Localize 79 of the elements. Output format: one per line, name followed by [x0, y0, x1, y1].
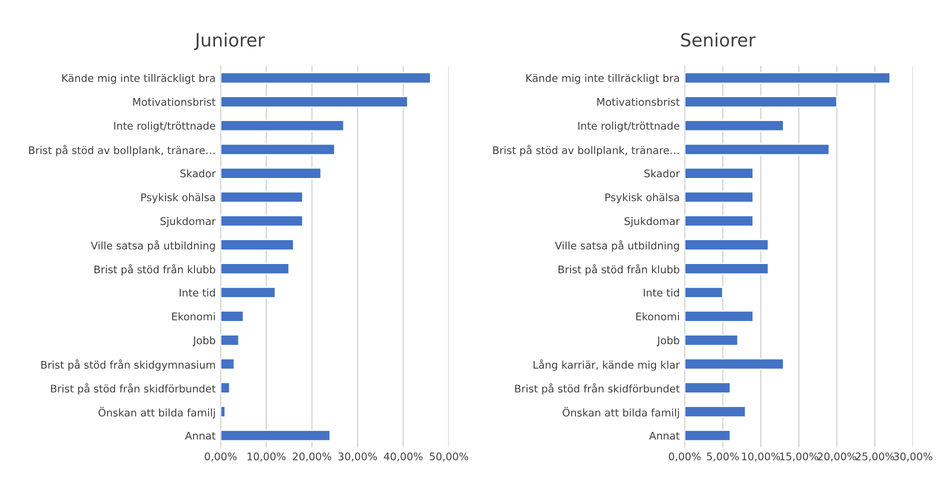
bar [684, 96, 838, 108]
bar [684, 72, 891, 84]
y-tick-label: Brist på stöd av bollplank, tränare… [493, 144, 679, 156]
bar [684, 429, 732, 442]
bar [684, 358, 784, 370]
y-tick-label: Ekonomi [172, 312, 215, 320]
bar [220, 72, 432, 84]
x-tick-label: 20,00% [818, 452, 856, 462]
bar [220, 429, 331, 442]
bar [220, 214, 304, 228]
y-tick-label: Jobb [656, 336, 680, 346]
y-tick-label: Kände mig inte tillräckligt bra [62, 74, 215, 84]
bar [220, 406, 226, 418]
y-tick-label: Motivationsbrist [133, 98, 216, 106]
x-tick-label: 30,00% [894, 452, 932, 462]
bar [220, 286, 276, 299]
y-tick-label: Brist på stöd från skidgymnasium [41, 359, 215, 371]
bar [684, 334, 739, 346]
y-tick-label: Ville satsa på utbildning [554, 240, 679, 252]
y-tick-label: Skador [644, 169, 680, 178]
bar [684, 143, 830, 156]
y-tick-label: Brist på stöd från klubb [558, 264, 680, 276]
bar [684, 286, 724, 299]
y-tick-label: Motivationsbrist [597, 98, 680, 106]
y-tick-label: Sjukdomar [624, 217, 680, 228]
bar [220, 120, 345, 132]
bar [684, 382, 732, 394]
bar [220, 238, 294, 251]
y-tick-label: Brist på stöd från klubb [94, 264, 216, 276]
y-tick-label: Psykisk ohälsa [605, 193, 679, 204]
bar [220, 143, 336, 156]
x-tick-label: 10,00% [248, 452, 286, 462]
y-tick-label: Psykisk ohälsa [141, 193, 215, 204]
bar [684, 167, 754, 180]
y-tick-label: Ekonomi [636, 312, 679, 320]
x-tick-label: 10,00% [742, 452, 780, 462]
y-tick-label: Önskan att bilda familj [562, 406, 679, 419]
x-tick-label: 15,00% [780, 452, 818, 462]
y-tick-label: Ville satsa på utbildning [90, 240, 215, 252]
bar [220, 96, 408, 108]
y-tick-label: Önskan att bilda familj [98, 406, 215, 419]
bar [220, 358, 236, 370]
x-tick-label: 25,00% [856, 452, 894, 462]
bar [220, 262, 290, 275]
y-tick-label: Inte roligt/tröttnade [114, 122, 216, 132]
y-tick-label: Inte tid [180, 288, 215, 297]
y-tick-label: Brist på stöd från skidförbundet [51, 383, 216, 395]
y-tick-label: Skador [180, 169, 216, 178]
x-tick-label: 20,00% [292, 452, 332, 462]
y-tick-label: Inte tid [644, 288, 679, 297]
y-tick-label: Kände mig inte tillräckligt bra [526, 74, 679, 84]
x-tick-label: 30,00% [338, 452, 377, 462]
bar [684, 262, 770, 275]
chart-title: Juniorer [194, 32, 265, 50]
bar [220, 334, 240, 346]
y-tick-label: Inte roligt/tröttnade [578, 122, 680, 132]
bar [220, 310, 244, 322]
y-tick-label: Lång karriär, kände mig klar [534, 359, 680, 371]
bar [684, 310, 754, 322]
x-tick-label: 0,00% [668, 452, 701, 462]
x-tick-label: 40,00% [384, 452, 423, 462]
bar [220, 382, 230, 394]
bar [220, 191, 304, 204]
bar [684, 238, 770, 251]
bar [684, 406, 746, 418]
x-tick-label: 0,00% [204, 452, 237, 462]
y-tick-label: Annat [185, 432, 216, 440]
y-tick-label: Sjukdomar [160, 217, 216, 228]
y-tick-label: Annat [649, 432, 680, 440]
bar [684, 191, 754, 204]
x-tick-label: 5,00% [707, 452, 739, 462]
y-tick-label: Jobb [192, 336, 216, 346]
chart-title: Seniorer [681, 32, 756, 47]
bar [220, 167, 322, 180]
bar [684, 214, 754, 228]
y-tick-label: Brist på stöd från skidförbundet [515, 383, 680, 395]
x-tick-label: 50,00% [430, 452, 468, 462]
bar [684, 120, 784, 132]
y-tick-label: Brist på stöd av bollplank, tränare… [29, 144, 215, 156]
